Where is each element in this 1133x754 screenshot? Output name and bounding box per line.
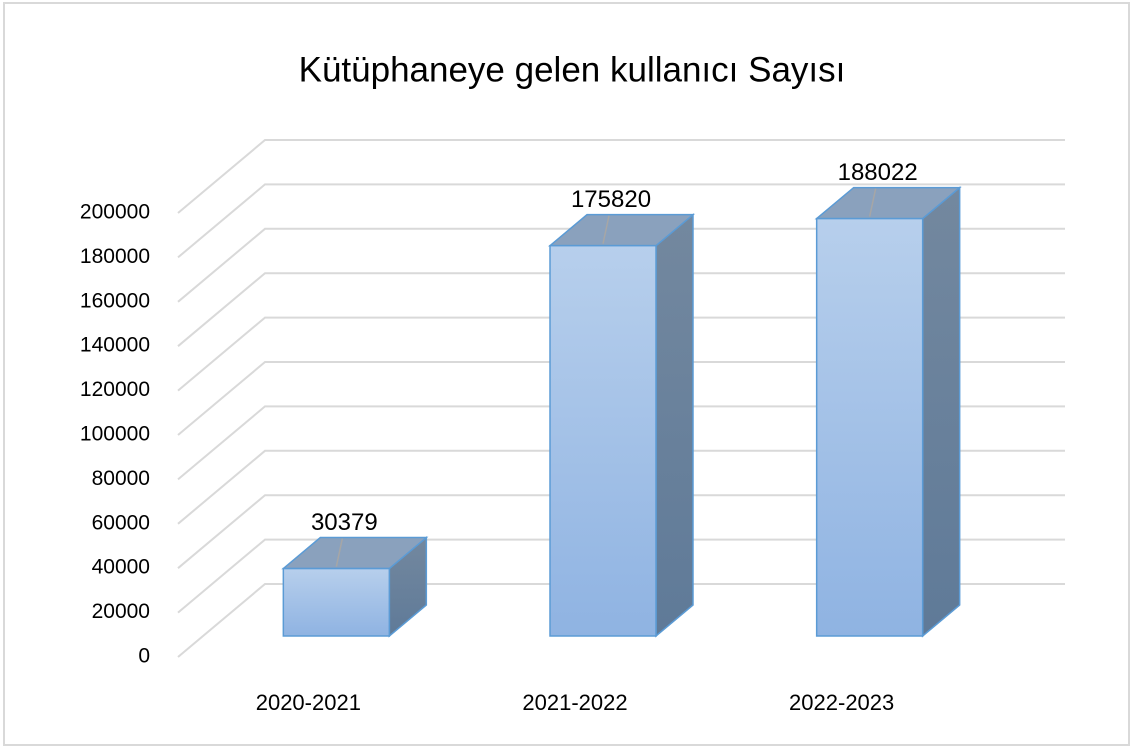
grid-line [177,139,1065,214]
y-tick-label: 20000 [92,600,150,623]
bar-side [921,185,961,638]
y-tick-label: 40000 [92,556,150,579]
y-tick-label: 100000 [80,423,150,446]
bar-side [655,213,694,638]
data-label: 188022 [838,159,918,186]
bars: 30379 175820 188022 [281,159,962,638]
grid-line [177,538,1065,614]
grid-line [177,583,1065,658]
grid-line [177,361,1065,436]
bar [815,217,924,637]
y-tick-label: 200000 [80,201,150,224]
data-label: 30379 [311,509,378,536]
grid-line [177,272,1065,347]
leader-line [335,538,344,567]
leader-line [868,188,877,217]
x-tick-label: 2021-2022 [522,690,627,715]
grid: 0 20000 40000 60000 80000 100000 120000 140000 1… [80,139,1065,715]
y-tick-label: 60000 [92,511,150,534]
grid-line [177,449,1065,525]
grid-line [177,494,1065,569]
x-tick-label: 2020-2021 [256,690,361,715]
grid-line [177,405,1065,481]
y-tick-label: 140000 [80,334,150,357]
grid-line [177,316,1065,392]
chart-title: Kütüphaneye gelen kullanıcı Sayısı [299,50,846,89]
grid-line [177,227,1065,303]
y-tick-label: 0 [138,645,150,668]
leader-line [602,215,610,244]
y-tick-label: 80000 [92,467,150,490]
y-tick-label: 120000 [80,378,150,401]
y-tick-label: 160000 [80,289,150,312]
data-label: 175820 [571,186,651,213]
bar [282,567,391,637]
x-tick-label: 2022-2023 [789,690,894,715]
grid-line [177,183,1065,259]
y-tick-label: 180000 [80,245,150,268]
bar [549,244,657,637]
